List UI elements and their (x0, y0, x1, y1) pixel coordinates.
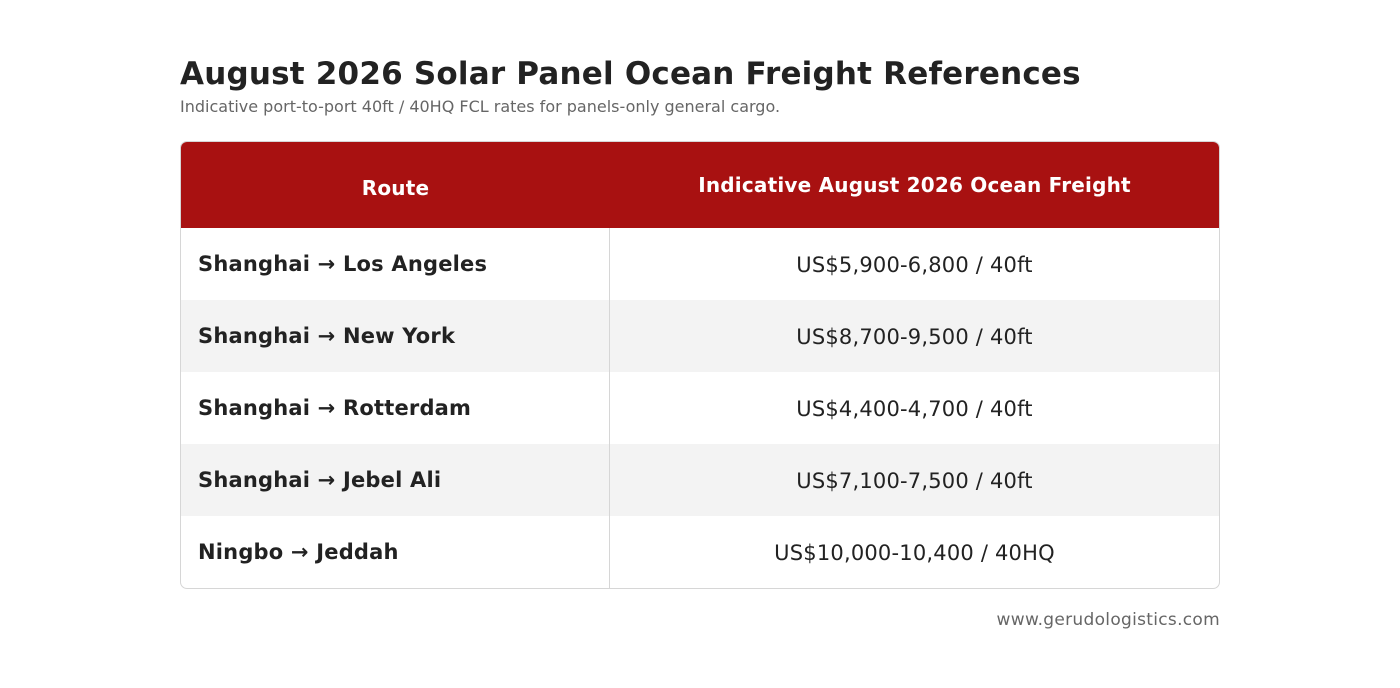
freight-reference-card: August 2026 Solar Panel Ocean Freight Re… (180, 52, 1220, 630)
route-cell: Shanghai → Jebel Ali (181, 444, 610, 516)
table-row: Shanghai → New York US$8,700-9,500 / 40f… (181, 300, 1219, 372)
page-subtitle: Indicative port-to-port 40ft / 40HQ FCL … (180, 97, 781, 116)
table-row: Ningbo → Jeddah US$10,000-10,400 / 40HQ (181, 516, 1219, 588)
freight-table: Route Indicative August 2026 Ocean Freig… (180, 141, 1220, 589)
rate-cell: US$8,700-9,500 / 40ft (796, 325, 1033, 349)
rate-cell: US$4,400-4,700 / 40ft (796, 397, 1033, 421)
route-cell: Ningbo → Jeddah (181, 516, 610, 588)
table-header: Route Indicative August 2026 Ocean Freig… (181, 142, 1219, 228)
route-cell: Shanghai → New York (181, 300, 610, 372)
page-title: August 2026 Solar Panel Ocean Freight Re… (180, 56, 1081, 92)
column-header-route: Route (361, 176, 430, 200)
table-row: Shanghai → Rotterdam US$4,400-4,700 / 40… (181, 372, 1219, 444)
column-header-freight: Indicative August 2026 Ocean Freight (698, 173, 1131, 197)
table-row: Shanghai → Los Angeles US$5,900-6,800 / … (181, 228, 1219, 300)
route-cell: Shanghai → Los Angeles (181, 228, 610, 300)
rate-cell: US$7,100-7,500 / 40ft (796, 469, 1033, 493)
rate-cell: US$5,900-6,800 / 40ft (796, 253, 1033, 277)
table-row: Shanghai → Jebel Ali US$7,100-7,500 / 40… (181, 444, 1219, 516)
rate-cell: US$10,000-10,400 / 40HQ (774, 541, 1055, 565)
route-cell: Shanghai → Rotterdam (181, 372, 610, 444)
website-link[interactable]: www.gerudologistics.com (996, 610, 1220, 630)
